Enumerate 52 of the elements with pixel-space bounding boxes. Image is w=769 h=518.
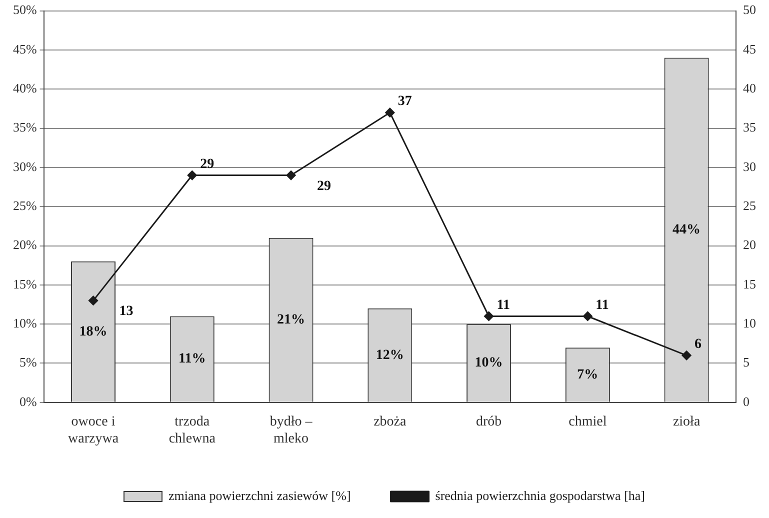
point [88,296,98,306]
x-tick-label: owoce i warzywa [68,414,120,446]
y2-tick-label: 40 [743,80,756,96]
legend-label: zmiana powierzchni zasiewów [%] [168,488,351,503]
point [582,312,592,321]
y-tick-label: 50% [12,2,37,18]
point [484,312,494,321]
y2-tick-label: 15 [743,276,756,292]
y2-tick-label: 25 [743,198,756,214]
y2-tick-label: 10 [743,316,756,330]
y-tick-label: 10% [12,316,37,330]
data-label: 29 [200,156,214,172]
x-tick-label: bydło – mleko [270,414,314,446]
point [385,108,395,118]
x-tick-label: chmiel [568,414,607,430]
x-tick-label: trzoda chlewna [168,414,216,446]
y-tick-label: 20% [12,237,37,252]
legend-label: średnia powierzchnia gospodarstwa [ha] [435,488,646,503]
y-tick-label: 45% [12,41,37,56]
y2-tick-label: 20 [743,237,756,252]
y2-tick-label: 0 [743,394,750,409]
data-label: 11% [178,352,206,367]
x-tick-label: drób [476,414,502,430]
data-label: 13 [119,304,134,320]
point [187,170,197,180]
x-tick-label: zioła [672,414,701,430]
point [286,170,296,180]
y2-tick-label: 5 [743,354,750,370]
y-tick-label: 15% [12,276,37,292]
y-tick-label: 30% [12,158,37,174]
data-label: 12% [376,348,404,363]
y-tick-label: 0% [19,394,37,409]
data-label: 44% [672,222,701,238]
y-tick-label: 35% [12,120,37,135]
data-label: 6 [694,337,702,352]
point [682,350,692,360]
x-tick-label: zboża [374,414,408,430]
y-tick-label: 5% [19,354,37,370]
y2-tick-label: 30 [743,158,756,174]
data-label: 10% [474,356,503,371]
y2-tick-label: 45 [743,41,756,56]
data-label: 11 [596,298,609,313]
data-label: 7% [577,367,598,382]
data-label: 21% [277,312,306,328]
data-label: 18% [79,324,108,340]
data-label: 37 [398,94,412,110]
y2-tick-label: 50 [743,2,756,18]
y-tick-label: 25% [12,198,37,214]
data-label: 11 [496,298,510,313]
y-tick-label: 40% [12,80,37,96]
y2-tick-label: 35 [743,120,756,135]
data-label: 29 [317,178,332,194]
